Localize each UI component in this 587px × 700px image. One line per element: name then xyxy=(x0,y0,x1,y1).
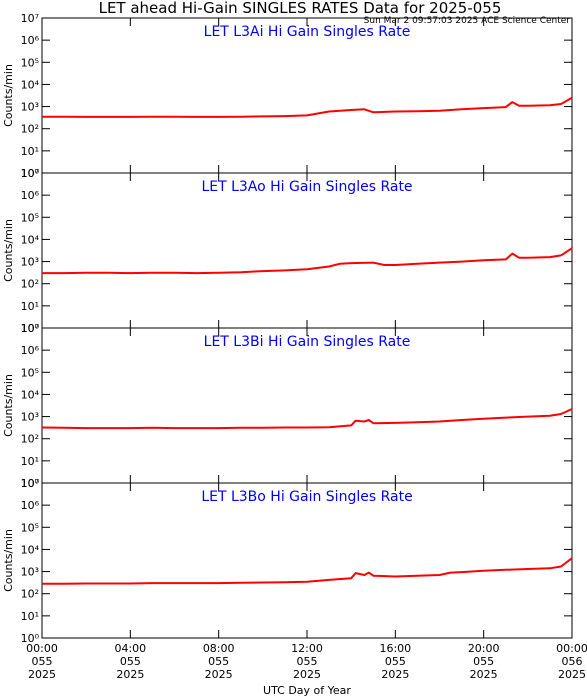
y-axis-label: Counts/min xyxy=(2,374,15,437)
x-tick-label: 16:00 055 2025 xyxy=(379,642,411,681)
x-tick-label: 00:00 056 2025 xyxy=(556,642,587,681)
plot-frame xyxy=(41,482,573,639)
data-line xyxy=(42,247,573,275)
y-tick-label: 10² xyxy=(21,588,39,601)
panel-title: LET L3Bi Hi Gain Singles Rate xyxy=(204,334,411,350)
y-tick-label: 10⁵ xyxy=(21,521,39,534)
y-tick-label: 10¹ xyxy=(21,610,39,623)
x-tick-label: 00:00 055 2025 xyxy=(26,642,58,681)
y-tick-label: 10² xyxy=(21,278,39,291)
y-tick-label: 10⁷ xyxy=(21,12,39,25)
page-subtitle: Sun Mar 2 09:57:03 2025 ACE Science Cent… xyxy=(364,16,571,26)
x-tick-label: 12:00 055 2025 xyxy=(291,642,323,681)
y-tick-label: 10³ xyxy=(21,566,39,579)
y-tick-label: 10⁴ xyxy=(21,233,40,246)
panel-title: LET L3Bo Hi Gain Singles Rate xyxy=(201,489,412,505)
y-tick-label: 10⁶ xyxy=(21,189,40,202)
x-tick-label: 20:00 055 2025 xyxy=(468,642,500,681)
y-axis-label: Counts/min xyxy=(2,64,15,127)
plot-frame xyxy=(41,172,573,329)
data-line xyxy=(42,96,573,118)
y-tick-label: 10⁷ xyxy=(21,322,39,335)
plot-frame xyxy=(41,327,573,484)
y-tick-label: 10³ xyxy=(21,256,39,269)
y-tick-label: 10⁵ xyxy=(21,366,39,379)
y-axis-label: Counts/min xyxy=(2,219,15,282)
y-tick-label: 10¹ xyxy=(21,145,39,158)
panel-title: LET L3Ao Hi Gain Singles Rate xyxy=(201,179,412,195)
y-tick-label: 10⁶ xyxy=(21,34,40,47)
y-tick-label: 10³ xyxy=(21,411,39,424)
y-tick-label: 10⁴ xyxy=(21,78,40,91)
y-tick-label: 10³ xyxy=(21,101,39,114)
x-axis-label: UTC Day of Year xyxy=(263,684,351,697)
y-tick-label: 10⁷ xyxy=(21,167,39,180)
y-tick-label: 10² xyxy=(21,123,39,136)
x-tick-label: 08:00 055 2025 xyxy=(203,642,235,681)
y-tick-label: 10¹ xyxy=(21,455,39,468)
y-tick-label: 10⁶ xyxy=(21,344,40,357)
data-line xyxy=(41,408,573,430)
y-tick-label: 10⁶ xyxy=(21,499,40,512)
page-title: LET ahead Hi-Gain SINGLES RATES Data for… xyxy=(99,0,502,17)
y-tick-label: 10⁴ xyxy=(21,543,40,556)
y-tick-label: 10⁵ xyxy=(21,56,39,69)
y-tick-label: 10⁷ xyxy=(21,477,39,490)
y-axis-label: Counts/min xyxy=(2,529,15,592)
y-tick-label: 10⁰ xyxy=(21,322,40,335)
y-tick-label: 10⁰ xyxy=(21,477,40,490)
x-tick-label: 04:00 055 2025 xyxy=(114,642,146,681)
y-tick-label: 10¹ xyxy=(21,300,39,313)
plot-frame xyxy=(41,17,573,174)
y-tick-label: 10⁰ xyxy=(21,167,40,180)
y-tick-label: 10⁰ xyxy=(21,632,40,645)
data-line xyxy=(42,557,573,585)
panel-title: LET L3Ai Hi Gain Singles Rate xyxy=(204,24,411,40)
y-tick-label: 10² xyxy=(21,433,39,446)
y-tick-label: 10⁵ xyxy=(21,211,39,224)
y-tick-label: 10⁴ xyxy=(21,388,40,401)
